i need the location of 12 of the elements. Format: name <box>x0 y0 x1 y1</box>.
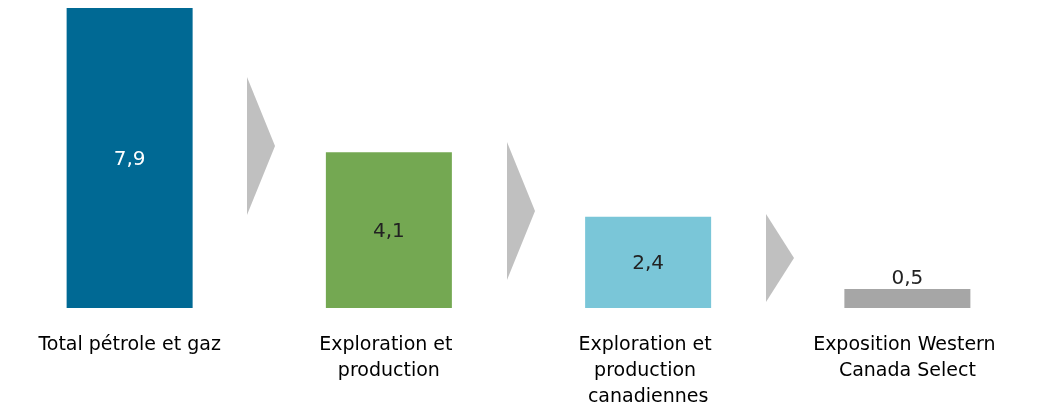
x-tick-label: Total pétrole et gaz <box>37 332 221 354</box>
data-label: 2,4 <box>632 250 665 275</box>
bar <box>66 8 193 308</box>
x-tick-label: Exploration et production canadiennes <box>578 332 718 406</box>
data-label: 7,9 <box>113 146 146 170</box>
x-tick-label: Exploration et production <box>319 332 459 380</box>
bar <box>844 289 971 308</box>
x-tick-label: Exposition Western Canada Select <box>813 332 1002 380</box>
bar <box>325 152 452 308</box>
data-label: 0,5 <box>891 265 924 290</box>
bar <box>585 216 712 308</box>
data-label: 4,1 <box>372 218 405 243</box>
